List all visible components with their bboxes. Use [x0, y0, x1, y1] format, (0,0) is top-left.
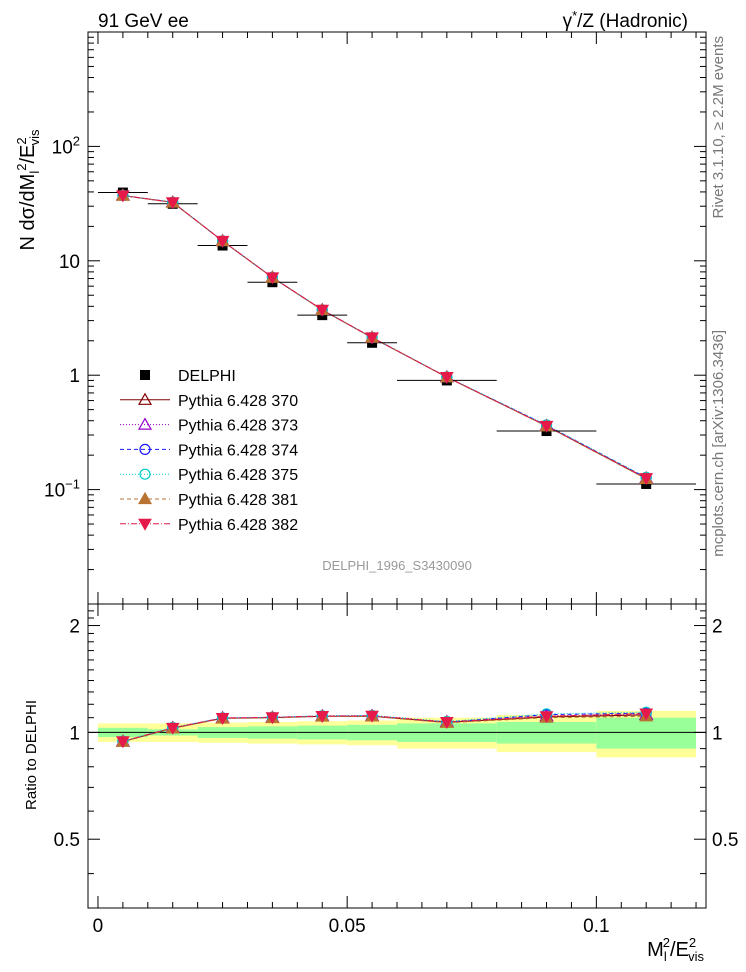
main-ytick-label: 102 — [52, 133, 80, 158]
header-right-prefix: γ — [563, 11, 573, 32]
series-line-main-3 — [122, 194, 647, 478]
series-point-ratio-5 — [265, 712, 280, 725]
main-ytick-label: 10 — [59, 252, 80, 273]
series-point-main-5 — [639, 473, 654, 486]
series-point-main-5 — [315, 304, 330, 317]
ratio-ytick-label-left: 1 — [69, 723, 80, 744]
ratio-ylabel: Ratio to DELPHI — [23, 700, 40, 810]
ratio-plot: 2 2 1 1 0.5 0.5 0 0.05 0.1 — [54, 603, 738, 937]
legend-label-2: Pythia 6.428 374 — [178, 442, 298, 459]
xlabel: Ml2/E2 vis — [647, 935, 704, 964]
legend-marker-3 — [139, 468, 151, 480]
legend-label-4: Pythia 6.428 381 — [178, 492, 298, 509]
ratio-ytick-label-right: 1 — [712, 723, 723, 744]
series-point-ratio-5 — [165, 722, 180, 735]
series-point-main-5 — [165, 197, 180, 210]
series-point-main-5 — [116, 190, 130, 203]
legend-label-data: DELPHI — [178, 368, 236, 385]
series-point-ratio-5 — [215, 712, 230, 725]
series-point-main-5 — [439, 372, 454, 385]
series-point-main-5 — [365, 332, 379, 345]
header-right-suffix: /Z (Hadronic) — [577, 11, 688, 32]
main-ytick-label: 1 — [69, 366, 80, 387]
ratio-band-stat — [596, 717, 697, 749]
series-point-main-5 — [215, 235, 230, 248]
xtick-label: 0 — [93, 916, 104, 937]
legend-marker-4 — [137, 491, 153, 505]
legend: DELPHI Pythia 6.428 370 Pythia 6.428 373 Py… — [120, 368, 298, 534]
header-right: γ*/Z (Hadronic) — [563, 8, 688, 32]
legend-label-3: Pythia 6.428 375 — [178, 467, 298, 484]
header-right-sup: * — [572, 8, 577, 23]
legend-marker-2 — [139, 443, 151, 455]
side-bottom-text: mcplots.cern.ch [arXiv:1306.3436] — [710, 330, 727, 557]
analysis-watermark: DELPHI_1996_S3430090 — [322, 558, 472, 573]
side-top-text: Rivet 3.1.10, ≥ 2.2M events — [710, 36, 727, 219]
series-point-ratio-5 — [116, 736, 130, 749]
ratio-ytick-label-left: 2 — [69, 617, 80, 638]
xtick-label: 0.1 — [583, 916, 609, 937]
series-line-ratio-4 — [122, 715, 647, 743]
series-line-ratio-2 — [122, 712, 647, 742]
main-ytick-label: 10−1 — [44, 477, 80, 502]
series-point-main-5 — [265, 272, 280, 285]
header-left: 91 GeV ee — [98, 11, 189, 32]
main-plot: 102 10 1 10−1 — [44, 31, 707, 605]
ratio-ytick-label-left: 0.5 — [54, 830, 80, 851]
main-ylabel: N dσ/dMl2/E2vis — [14, 129, 42, 250]
series-point-main-5 — [539, 420, 554, 433]
legend-marker-data — [140, 370, 150, 380]
legend-marker-0 — [137, 392, 153, 405]
series-line-main-2 — [122, 195, 647, 479]
legend-label-0: Pythia 6.428 370 — [178, 393, 298, 410]
legend-label-5: Pythia 6.428 382 — [178, 517, 298, 534]
legend-label-1: Pythia 6.428 373 — [178, 418, 298, 435]
ratio-ytick-label-right: 2 — [712, 617, 723, 638]
series-point-ratio-5 — [539, 711, 554, 724]
series-point-ratio-5 — [365, 710, 379, 723]
xtick-label: 0.05 — [329, 916, 366, 937]
series-point-ratio-5 — [315, 711, 330, 724]
legend-marker-5 — [138, 518, 152, 531]
ratio-ytick-label-right: 0.5 — [712, 830, 738, 851]
series-point-ratio-5 — [439, 716, 454, 729]
series-line-ratio-3 — [122, 711, 647, 742]
series-point-ratio-5 — [639, 708, 654, 721]
legend-marker-1 — [137, 417, 153, 430]
